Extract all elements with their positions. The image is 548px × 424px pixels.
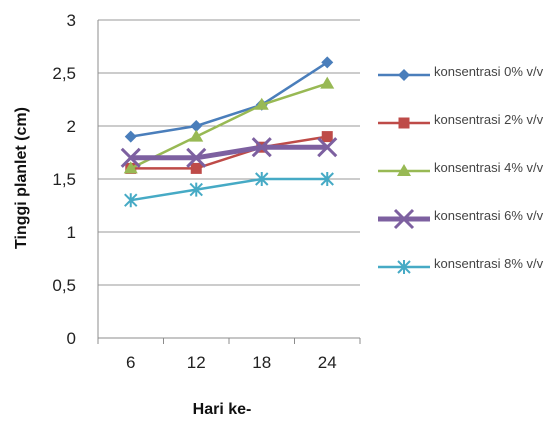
data-point	[398, 69, 410, 81]
series-line	[130, 144, 328, 161]
data-point	[321, 131, 333, 143]
x-tick-label: 24	[318, 353, 337, 372]
legend-item: konsentrasi 6% v/v	[376, 204, 548, 252]
y-tick-label: 3	[67, 11, 76, 30]
legend-swatch	[378, 208, 430, 230]
legend-swatch	[378, 69, 430, 81]
series-group	[120, 137, 338, 168]
data-point	[190, 120, 203, 132]
series-line	[130, 135, 328, 170]
data-point	[189, 129, 204, 142]
data-point	[398, 117, 410, 129]
series-line	[130, 61, 328, 138]
y-tick-label: 1	[67, 223, 76, 242]
data-point	[123, 161, 138, 174]
legend-label: konsentrasi 0% v/v	[434, 64, 544, 79]
y-tick-label: 1,5	[52, 170, 76, 189]
x-tick-label: 12	[187, 353, 206, 372]
legend-label: konsentrasi 6% v/v	[434, 208, 544, 223]
data-point	[321, 56, 334, 69]
gridlines	[97, 19, 361, 344]
series-lines	[120, 56, 338, 208]
x-tick-label: 18	[252, 353, 271, 372]
legend-item: konsentrasi 4% v/v	[376, 156, 548, 204]
series-line	[130, 177, 328, 202]
data-point	[186, 147, 207, 168]
data-point	[397, 260, 411, 274]
legend-label: konsentrasi 4% v/v	[434, 160, 544, 175]
legend-label: konsentrasi 8% v/v	[434, 256, 544, 271]
series-group	[124, 56, 334, 143]
series-group	[124, 172, 334, 208]
x-tick-labels: 6 12 18 24	[126, 353, 337, 372]
data-point	[189, 182, 203, 197]
data-point	[397, 164, 411, 176]
y-tick-label: 0	[67, 329, 76, 348]
legend-label: konsentrasi 2% v/v	[434, 112, 544, 127]
legend-swatch	[378, 260, 430, 274]
y-tick-label: 0,5	[52, 276, 76, 295]
data-point	[124, 130, 137, 143]
legend-swatch	[378, 164, 430, 176]
legend-swatch	[378, 117, 430, 129]
series-line	[130, 82, 328, 170]
data-point	[255, 172, 269, 186]
data-point	[254, 97, 269, 110]
legend-item: konsentrasi 8% v/v	[376, 252, 548, 300]
legend-item: konsentrasi 0% v/v	[376, 60, 548, 108]
data-point	[320, 172, 334, 186]
data-point	[317, 137, 338, 158]
data-point	[190, 162, 202, 174]
data-point	[251, 137, 272, 158]
x-axis-title: Hari ke-	[193, 401, 252, 418]
data-point	[124, 193, 138, 208]
x-tick-label: 6	[126, 353, 135, 372]
series-group	[123, 76, 335, 174]
y-tick-label: 2	[67, 117, 76, 136]
y-tick-label: 2,5	[52, 64, 76, 83]
y-tick-labels: 0 0,5 1 1,5 2 2,5 3	[52, 11, 76, 348]
legend: konsentrasi 0% v/v konsentrasi 2% v/v kons…	[376, 60, 548, 300]
data-point	[320, 76, 335, 89]
y-axis-title: Tinggi planlet (cm)	[13, 107, 30, 249]
legend-item: konsentrasi 2% v/v	[376, 108, 548, 156]
data-point	[120, 147, 141, 168]
data-point	[393, 208, 415, 230]
